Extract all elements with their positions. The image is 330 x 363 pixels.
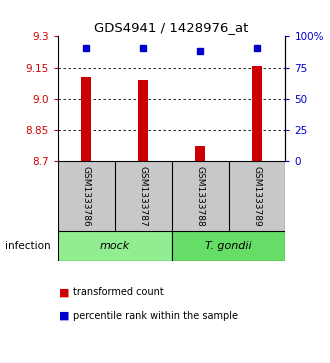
Text: ■: ■	[59, 311, 70, 321]
Text: T. gondii: T. gondii	[205, 241, 252, 251]
Text: GSM1333787: GSM1333787	[139, 166, 148, 227]
Bar	[81, 77, 91, 161]
Text: GSM1333788: GSM1333788	[196, 166, 205, 227]
Bar	[58, 231, 172, 261]
Text: transformed count: transformed count	[73, 287, 163, 297]
Bar	[172, 231, 285, 261]
Text: ■: ■	[59, 287, 70, 297]
Text: mock: mock	[100, 241, 130, 251]
Bar	[252, 66, 262, 161]
Bar	[138, 79, 148, 161]
Text: GSM1333786: GSM1333786	[82, 166, 91, 227]
Bar	[195, 146, 205, 161]
Text: GSM1333789: GSM1333789	[252, 166, 261, 227]
Title: GDS4941 / 1428976_at: GDS4941 / 1428976_at	[94, 21, 249, 34]
Text: percentile rank within the sample: percentile rank within the sample	[73, 311, 238, 321]
Text: infection: infection	[5, 241, 51, 251]
